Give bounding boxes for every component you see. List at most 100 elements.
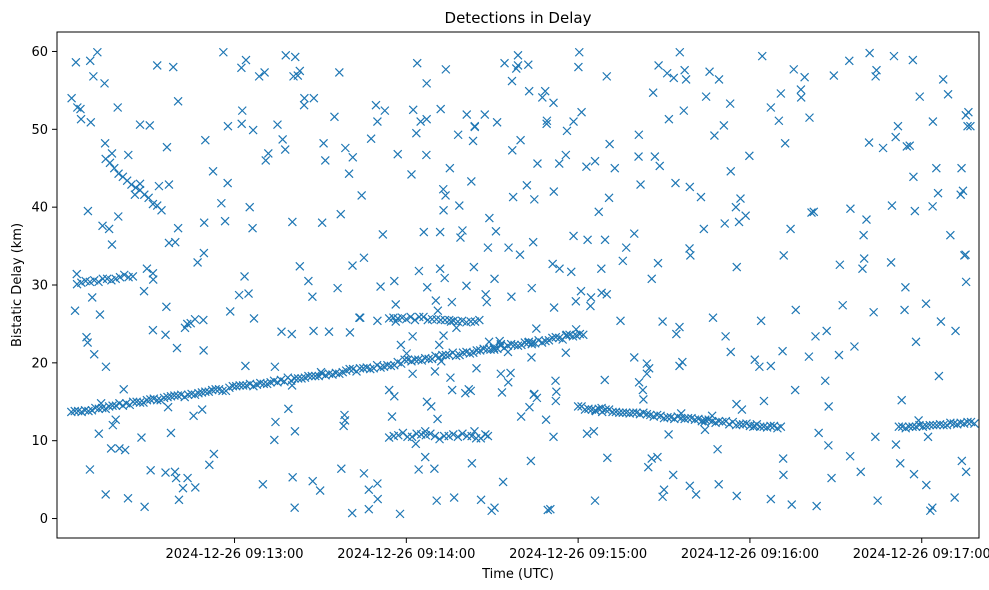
scatter-point	[549, 187, 559, 197]
scatter-point	[454, 201, 464, 211]
scatter-point	[480, 110, 490, 119]
scatter-point	[776, 89, 786, 98]
plot-area	[66, 47, 979, 519]
scatter-point	[918, 422, 928, 432]
scatter-point	[71, 57, 81, 67]
scatter-point	[551, 387, 561, 397]
scatter-point	[421, 150, 431, 160]
scatter-point	[804, 352, 814, 362]
scatter-point	[259, 379, 269, 389]
scatter-point	[610, 163, 620, 173]
scatter-point	[845, 451, 855, 461]
scatter-point	[500, 58, 509, 68]
scatter-point	[931, 163, 941, 173]
scatter-point	[414, 266, 424, 276]
scatter-point	[467, 458, 477, 468]
scatter-point	[562, 330, 572, 340]
scatter-point	[101, 362, 111, 372]
scatter-point	[366, 134, 376, 144]
scatter-point	[371, 100, 381, 110]
scatter-point	[796, 92, 806, 102]
scatter-point	[526, 456, 536, 466]
scatter-point	[577, 107, 586, 117]
scatter-point	[524, 337, 534, 347]
scatter-point	[235, 380, 245, 390]
scatter-point	[497, 388, 507, 397]
scatter-point	[107, 240, 117, 249]
scatter-point	[893, 121, 903, 131]
chart-title: Detections in Delay	[445, 9, 592, 27]
scatter-point	[800, 72, 810, 82]
scatter-point	[460, 388, 470, 398]
scatter-point	[178, 483, 188, 493]
scatter-point	[309, 326, 318, 336]
scatter-point	[582, 429, 592, 439]
scatter-point	[383, 360, 392, 370]
x-tick-label: 2024-12-26 09:16:00	[681, 547, 819, 562]
scatter-point	[542, 116, 552, 126]
scatter-point	[119, 384, 129, 394]
scatter-point	[766, 494, 776, 504]
scatter-point	[525, 402, 534, 412]
scatter-point	[696, 192, 706, 202]
scatter-point	[659, 485, 669, 495]
scatter-point	[524, 86, 534, 96]
x-tick-label: 2024-12-26 09:14:00	[337, 547, 475, 562]
scatter-point	[297, 373, 306, 383]
scatter-point	[269, 435, 279, 445]
scatter-point	[441, 350, 451, 360]
x-tick-label: 2024-12-26 09:15:00	[509, 547, 647, 562]
scatter-point	[549, 98, 558, 108]
scatter-point	[927, 503, 937, 513]
scatter-point	[384, 385, 394, 395]
scatter-point	[380, 106, 390, 116]
scatter-point	[551, 396, 561, 406]
scatter-point	[435, 264, 445, 274]
scatter-point	[145, 120, 155, 130]
scatter-point	[254, 71, 264, 81]
scatter-point	[189, 411, 199, 421]
scatter-point	[529, 390, 539, 400]
scatter-point	[503, 377, 513, 387]
scatter-point	[774, 116, 784, 126]
scatter-point	[168, 62, 178, 72]
scatter-point	[594, 207, 604, 217]
scatter-point	[658, 492, 668, 502]
scatter-point	[923, 432, 933, 442]
scatter-point	[95, 310, 105, 320]
scatter-point	[489, 345, 499, 355]
scatter-point	[123, 150, 133, 160]
scatter-point	[834, 350, 844, 360]
scatter-point	[249, 314, 259, 323]
scatter-point	[83, 338, 93, 348]
scatter-point	[870, 432, 880, 442]
scatter-point	[718, 417, 727, 427]
scatter-point	[109, 163, 119, 173]
scatter-point	[719, 120, 729, 130]
scatter-point	[111, 415, 121, 425]
scatter-point	[289, 71, 298, 81]
scatter-point	[528, 237, 538, 247]
scatter-point	[569, 117, 578, 126]
scatter-point	[647, 274, 657, 284]
scatter-point	[561, 150, 571, 160]
scatter-point	[324, 327, 334, 337]
scatter-point	[741, 211, 751, 221]
scatter-point	[789, 64, 799, 74]
scatter-point	[470, 122, 480, 132]
scatter-point	[750, 421, 760, 431]
scatter-point	[516, 135, 526, 145]
scatter-point	[389, 391, 399, 401]
scatter-point	[679, 106, 689, 116]
scatter-point	[295, 66, 305, 76]
y-tick-label: 10	[31, 434, 48, 449]
scatter-point	[757, 51, 767, 61]
scatter-point	[658, 317, 668, 327]
scatter-point	[705, 67, 714, 77]
scatter-point	[943, 89, 953, 99]
scatter-point	[278, 135, 288, 144]
scatter-point	[779, 470, 788, 480]
scatter-point	[456, 233, 465, 242]
scatter-point	[106, 444, 116, 453]
scatter-point	[527, 352, 536, 362]
